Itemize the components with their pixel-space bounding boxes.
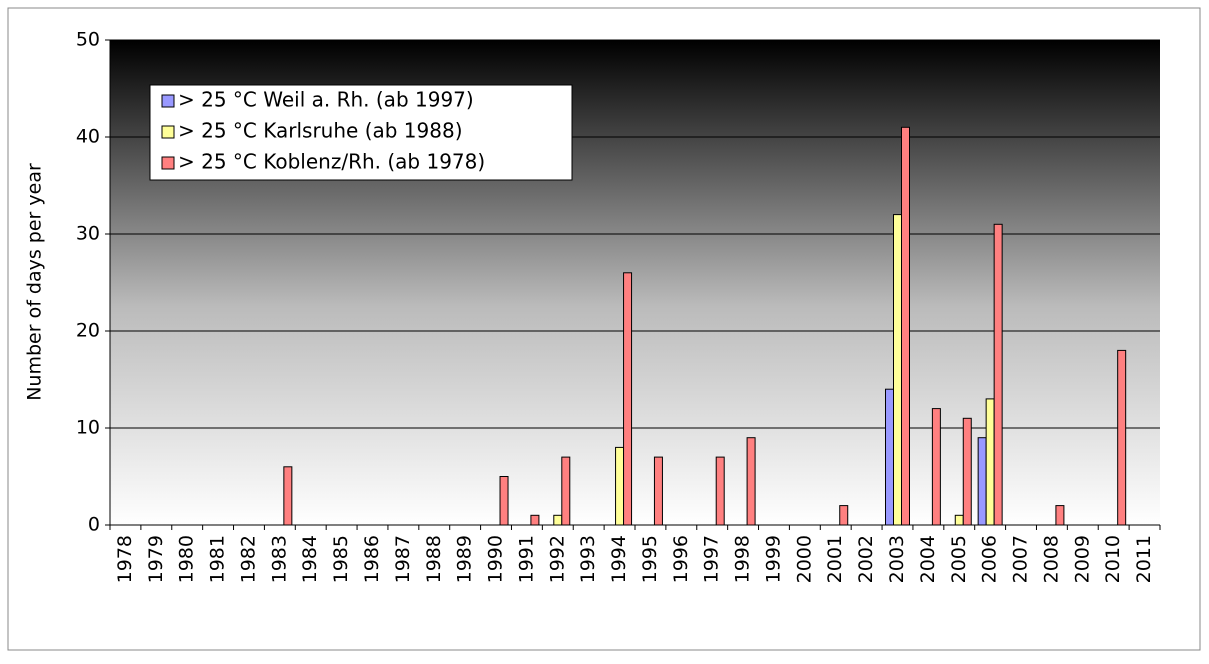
x-tick-label: 1987 — [392, 535, 414, 583]
x-tick-label: 1978 — [114, 535, 136, 583]
x-tick-label: 2007 — [1010, 535, 1032, 583]
x-tick-label: 1979 — [145, 535, 167, 583]
x-tick-label: 1981 — [207, 535, 229, 583]
x-tick-label: 1999 — [762, 535, 784, 583]
legend-label: > 25 °C Karlsruhe (ab 1988) — [178, 119, 463, 143]
bar — [1055, 505, 1065, 526]
bar — [715, 456, 725, 526]
bar — [839, 505, 849, 526]
bar — [499, 476, 509, 526]
x-tick-label: 1983 — [268, 535, 290, 583]
x-tick-label: 1985 — [330, 535, 352, 583]
bar — [653, 456, 663, 526]
x-tick-label: 1982 — [237, 535, 259, 583]
bar — [561, 456, 571, 526]
x-tick-label: 1990 — [485, 535, 507, 583]
x-tick-label: 1991 — [515, 535, 537, 583]
x-tick-label: 2011 — [1133, 535, 1155, 583]
bar — [901, 126, 910, 526]
bar — [962, 417, 972, 526]
y-tick-label: 40 — [76, 126, 100, 148]
bar — [553, 514, 563, 526]
x-tick-label: 1998 — [732, 535, 754, 583]
bar — [283, 466, 293, 526]
x-tick-label: 1986 — [361, 535, 383, 583]
bar — [977, 437, 987, 526]
bar — [893, 214, 902, 526]
bar — [615, 446, 625, 526]
bar — [993, 223, 1003, 526]
x-tick-label: 1997 — [701, 535, 723, 583]
x-tick-label: 2006 — [979, 535, 1001, 583]
bar — [985, 398, 995, 526]
bar — [623, 272, 633, 526]
x-tick-label: 2008 — [1040, 535, 1062, 583]
x-tick-label: 1993 — [577, 535, 599, 583]
bar — [746, 437, 756, 526]
y-tick-label: 0 — [88, 514, 100, 536]
x-tick-label: 1988 — [423, 535, 445, 583]
y-axis-title: Number of days per year — [24, 163, 46, 401]
x-tick-label: 1996 — [670, 535, 692, 583]
y-tick-label: 10 — [76, 417, 100, 439]
legend: > 25 °C Weil a. Rh. (ab 1997) > 25 °C Kar… — [149, 84, 573, 181]
x-tick-label: 1995 — [639, 535, 661, 583]
x-tick-label: 2002 — [855, 535, 877, 583]
x-tick-label: 2000 — [793, 535, 815, 583]
legend-label: > 25 °C Weil a. Rh. (ab 1997) — [178, 88, 474, 112]
bar — [931, 408, 941, 526]
bar — [885, 388, 894, 526]
x-tick-label: 1989 — [454, 535, 476, 583]
bar — [530, 514, 540, 526]
legend-label: > 25 °C Koblenz/Rh. (ab 1978) — [178, 150, 485, 174]
x-tick-label: 2010 — [1102, 535, 1124, 583]
y-tick-label: 20 — [76, 320, 100, 342]
x-tick-label: 1992 — [546, 535, 568, 583]
x-tick-label: 1980 — [176, 535, 198, 583]
y-tick-label: 30 — [76, 223, 100, 245]
x-tick-label: 1994 — [608, 535, 630, 583]
x-tick-label: 1984 — [299, 535, 321, 583]
legend-swatch — [161, 125, 175, 139]
bar — [954, 514, 964, 526]
x-tick-label: 2001 — [824, 535, 846, 583]
legend-swatch — [161, 94, 175, 108]
x-tick-label: 2004 — [917, 535, 939, 583]
bar — [1117, 349, 1127, 526]
x-tick-label: 2005 — [948, 535, 970, 583]
legend-swatch — [161, 156, 175, 170]
legend-box — [149, 84, 573, 181]
y-tick-label: 50 — [76, 29, 100, 51]
x-tick-label: 2009 — [1071, 535, 1093, 583]
x-tick-label: 2003 — [886, 535, 908, 583]
